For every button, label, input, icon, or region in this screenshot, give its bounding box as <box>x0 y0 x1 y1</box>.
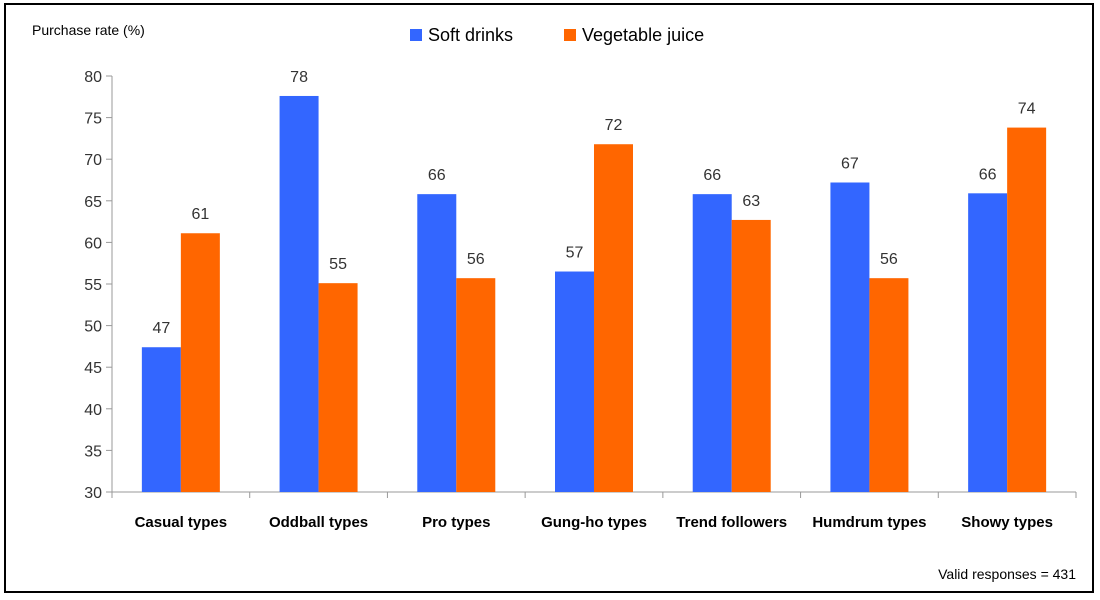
bar-group: 66 56 Pro types <box>417 167 496 531</box>
bar-vegetable-juice <box>1007 127 1047 493</box>
axes: 30 35 40 45 50 55 60 65 70 75 80 <box>84 69 1077 502</box>
bar-vegetable-juice <box>180 233 220 493</box>
y-tick-label: 40 <box>84 402 102 419</box>
bar-group: 66 63 Trend followers <box>676 167 787 531</box>
bar-soft-drinks <box>555 271 594 492</box>
data-label: 66 <box>979 166 997 183</box>
y-tick-label: 80 <box>84 69 102 86</box>
data-label: 66 <box>703 167 721 184</box>
bar-group: 78 55 Oddball types <box>269 69 368 531</box>
bar-vegetable-juice <box>731 219 771 492</box>
legend-swatch <box>564 29 576 41</box>
bar-group: 67 56 Humdrum types <box>812 155 926 531</box>
data-label: 63 <box>742 193 760 210</box>
y-tick-label: 75 <box>84 111 102 128</box>
bar-vegetable-juice <box>869 278 909 492</box>
chart-frame: Purchase rate (%) Soft drinks Vegetable j… <box>4 3 1094 593</box>
data-label: 78 <box>290 69 308 86</box>
bar-soft-drinks <box>279 95 319 492</box>
legend-swatch <box>410 29 422 41</box>
data-label: 56 <box>467 251 485 268</box>
category-label: Casual types <box>135 514 228 531</box>
bar-vegetable-juice <box>594 144 633 492</box>
bar-soft-drinks <box>692 194 732 493</box>
y-tick-label: 65 <box>84 194 102 211</box>
category-label: Gung-ho types <box>541 514 647 531</box>
data-label: 67 <box>841 155 859 172</box>
legend-label: Soft drinks <box>428 25 513 45</box>
category-label: Humdrum types <box>812 514 926 531</box>
data-label: 66 <box>428 167 446 184</box>
bar-vegetable-juice <box>456 278 496 492</box>
bars: 47 61 Casual types 78 55 Oddball types 66 56 Pro… <box>135 69 1053 531</box>
category-label: Pro types <box>422 514 490 531</box>
data-label: 57 <box>566 245 584 262</box>
category-label: Trend followers <box>676 514 787 531</box>
y-axis-label: Purchase rate (%) <box>32 22 145 38</box>
bar-group: 47 61 Casual types <box>135 206 228 531</box>
data-label: 74 <box>1018 101 1036 118</box>
data-label: 72 <box>605 117 623 134</box>
y-tick-label: 70 <box>84 152 102 169</box>
y-tick-label: 45 <box>84 360 102 377</box>
valid-responses-note: Valid responses = 431 <box>938 566 1076 582</box>
legend-label: Vegetable juice <box>582 25 704 45</box>
bar-soft-drinks <box>417 194 457 493</box>
bar-group: 66 74 Showy types <box>961 101 1053 531</box>
data-label: 61 <box>191 206 209 223</box>
y-tick-label: 55 <box>84 277 102 294</box>
bar-soft-drinks <box>830 182 870 492</box>
data-label: 47 <box>152 320 170 337</box>
legend: Soft drinks Vegetable juice <box>410 25 704 45</box>
bar-vegetable-juice <box>318 283 358 492</box>
data-label: 56 <box>880 251 898 268</box>
bar-chart: Purchase rate (%) Soft drinks Vegetable j… <box>32 22 1077 582</box>
data-label: 55 <box>329 256 347 273</box>
y-tick-label: 50 <box>84 319 102 336</box>
category-label: Showy types <box>961 514 1053 531</box>
bar-group: 57 72 Gung-ho types <box>541 117 647 531</box>
y-tick-label: 35 <box>84 443 102 460</box>
bar-soft-drinks <box>141 347 181 492</box>
category-label: Oddball types <box>269 514 368 531</box>
y-tick-label: 60 <box>84 235 102 252</box>
y-tick-label: 30 <box>84 485 102 502</box>
bar-soft-drinks <box>968 193 1008 492</box>
